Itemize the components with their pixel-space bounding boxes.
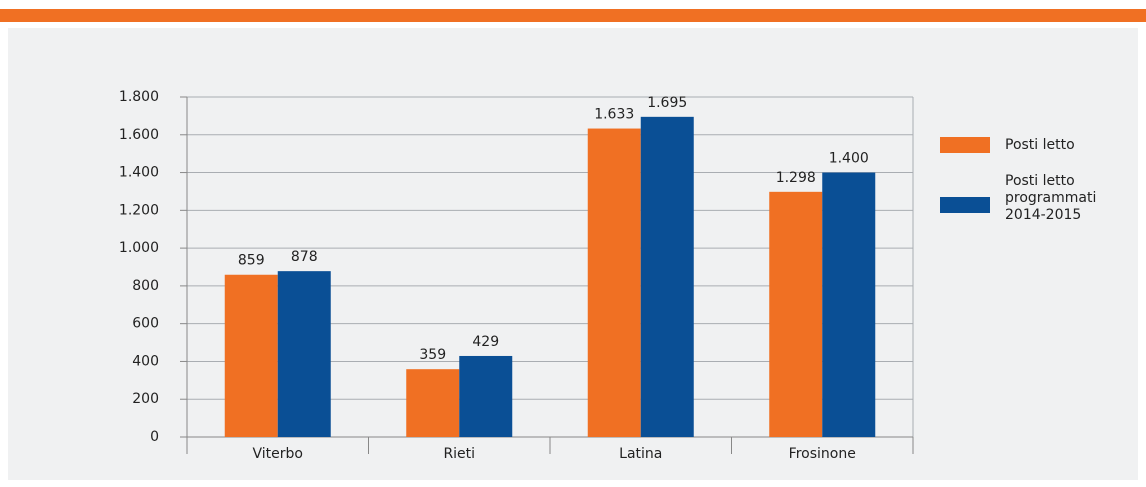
data-label: 359 <box>419 347 446 363</box>
data-label: 429 <box>472 334 499 350</box>
y-tick-label: 1.800 <box>119 89 159 105</box>
y-tick-label: 800 <box>132 278 159 294</box>
data-label: 1.695 <box>647 95 687 111</box>
y-tick-label: 600 <box>132 316 159 332</box>
legend-swatch <box>940 197 990 213</box>
bar <box>587 128 641 438</box>
x-tick-label: Rieti <box>443 446 475 462</box>
y-tick-label: 1.000 <box>119 240 159 256</box>
bar <box>769 191 823 437</box>
bar <box>224 274 278 437</box>
y-tick-label: 0 <box>150 429 159 445</box>
y-tick-label: 1.400 <box>119 165 159 181</box>
x-tick-label: Frosinone <box>789 446 856 462</box>
y-tick-label: 200 <box>132 391 159 407</box>
bar <box>822 172 876 438</box>
x-tick-label: Viterbo <box>253 446 303 462</box>
bar <box>640 116 694 437</box>
panel <box>8 28 1138 480</box>
top-stripe <box>0 9 1146 22</box>
data-label: 859 <box>238 253 265 269</box>
y-tick-label: 400 <box>132 353 159 369</box>
bar <box>406 369 460 437</box>
data-label: 1.298 <box>776 170 816 186</box>
y-tick-label: 1.600 <box>119 127 159 143</box>
bar <box>459 355 513 437</box>
y-tick-label: 1.200 <box>119 202 159 218</box>
x-tick-label: Latina <box>619 446 662 462</box>
legend-swatch <box>940 137 990 153</box>
data-label: 1.400 <box>829 151 869 167</box>
legend-label: Posti letto programmati 2014-2015 <box>1005 173 1097 223</box>
bar <box>277 271 331 437</box>
legend-label: Posti letto <box>1005 137 1075 153</box>
data-label: 878 <box>291 249 318 265</box>
data-label: 1.633 <box>594 107 634 123</box>
